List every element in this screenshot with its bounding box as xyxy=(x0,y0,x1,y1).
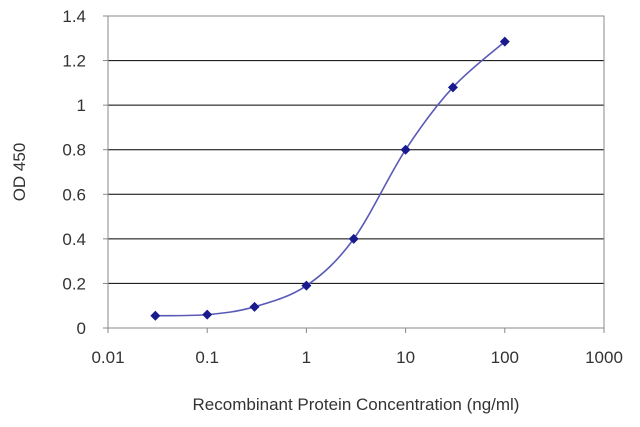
y-tick-label: 0.4 xyxy=(62,230,86,249)
y-tick-label: 1.4 xyxy=(62,7,86,26)
y-tick-label: 1.2 xyxy=(62,52,86,71)
series xyxy=(150,36,510,321)
data-point-marker xyxy=(150,310,161,321)
y-tick-label: 0.8 xyxy=(62,141,86,160)
y-tick-label: 0.2 xyxy=(62,274,86,293)
plot-area-frame xyxy=(107,15,605,329)
y-tick-label: 1 xyxy=(77,96,86,115)
x-tick-label: 100 xyxy=(491,348,519,367)
data-point-marker xyxy=(202,309,213,320)
x-tick-label: 0.01 xyxy=(91,348,124,367)
data-point-marker xyxy=(499,36,510,47)
series-line xyxy=(155,41,506,317)
data-point-marker xyxy=(348,233,359,244)
x-axis-ticks: 0.01 0.1 1 10 100 1000 xyxy=(91,328,623,367)
data-point-marker xyxy=(447,82,458,93)
y-axis-title: OD 450 xyxy=(10,143,29,202)
data-point-marker xyxy=(400,144,411,155)
y-tick-label: 0.6 xyxy=(62,185,86,204)
data-point-marker xyxy=(249,301,260,312)
y-tick-label: 0 xyxy=(77,319,86,338)
x-axis-title: Recombinant Protein Concentration (ng/ml… xyxy=(193,395,520,414)
y-axis-ticks: 0 0.2 0.4 0.6 0.8 1 1.2 1.4 xyxy=(62,7,108,338)
x-tick-label: 0.1 xyxy=(195,348,219,367)
x-tick-label: 10 xyxy=(396,348,415,367)
x-tick-label: 1 xyxy=(302,348,311,367)
x-tick-label: 1000 xyxy=(585,348,623,367)
grid xyxy=(108,60,604,284)
data-point-marker xyxy=(301,280,312,291)
